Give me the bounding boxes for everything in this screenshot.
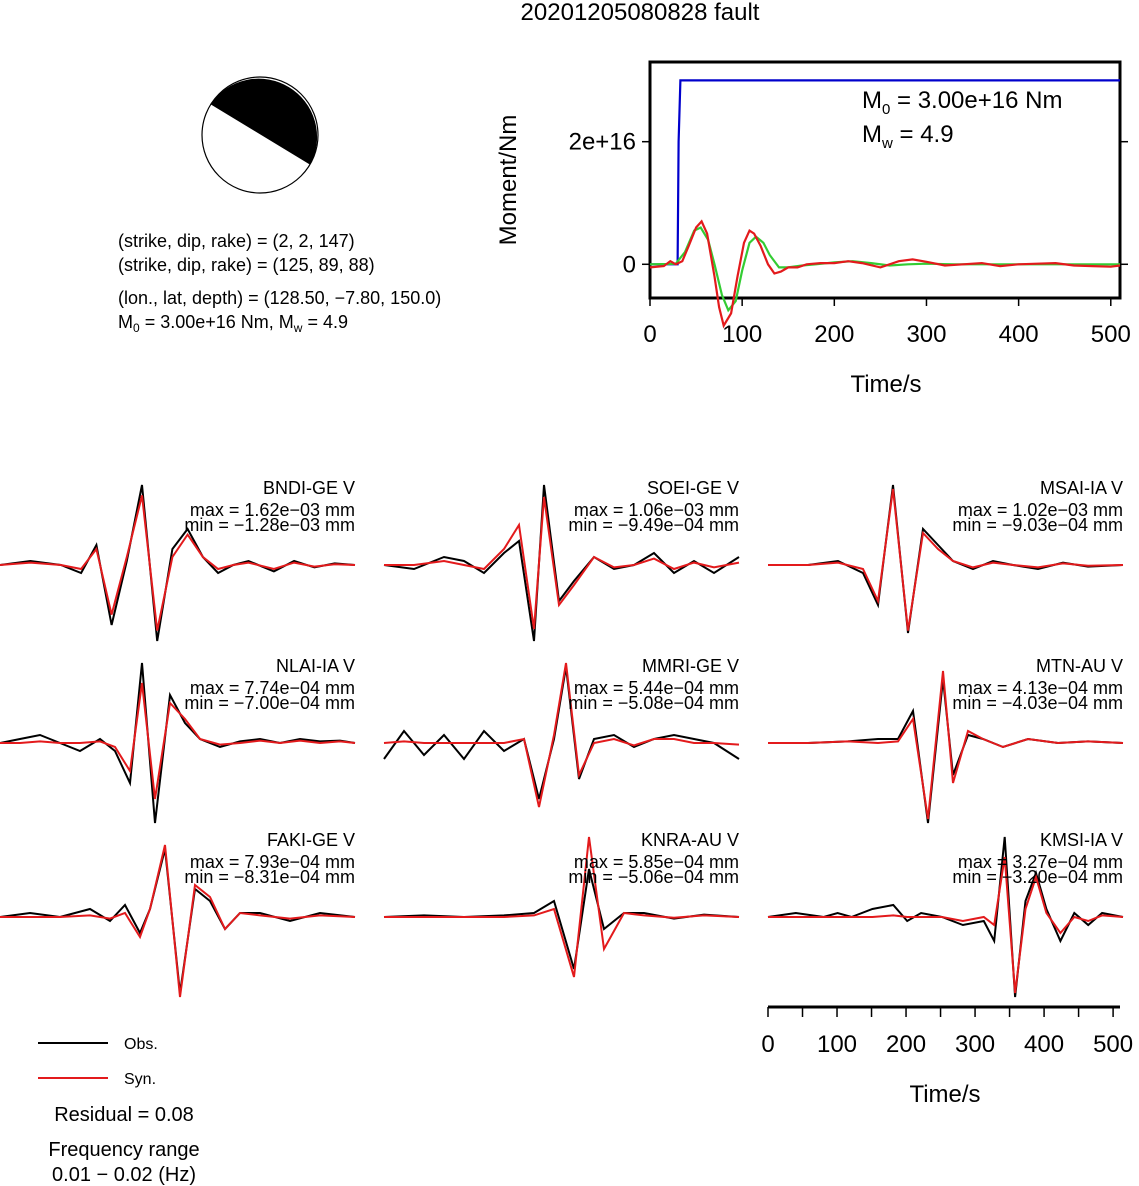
mechanism-line-3: (lon., lat, depth) = (128.50, −7.80, 150…: [118, 288, 441, 308]
moment-chart-ylabel: Moment/Nm: [495, 115, 522, 246]
trace-min-label: min = −5.08e−04 mm: [568, 693, 739, 713]
moment-series-stf: [649, 226, 1120, 313]
moment-xtick-label-0: 0: [643, 321, 656, 348]
legend: Obs. Syn.: [38, 1036, 158, 1088]
trace-min-label: min = −5.06e−04 mm: [568, 867, 739, 887]
trace-obs: [767, 836, 1124, 998]
trace-station-label: SOEI-GE V: [647, 478, 739, 498]
frequency-range-value: 0.01 − 0.02 (Hz): [52, 1164, 196, 1186]
mechanism-magnitude: M0 = 3.00e+16 Nm, Mw = 4.9: [118, 312, 348, 335]
trace-syn: [0, 682, 356, 800]
trace-min-label: min = −3.20e−04 mm: [952, 867, 1123, 887]
trace-min-label: min = −4.03e−04 mm: [952, 693, 1123, 713]
trace-obs: [0, 662, 356, 824]
moment-annotation-m0: M0 = 3.00e+16 Nm: [862, 87, 1062, 118]
trace-min-label: min = −9.03e−04 mm: [952, 515, 1123, 535]
figure-title: 20201205080828 fault: [521, 0, 760, 26]
trace-station-label: NLAI-IA V: [276, 656, 355, 676]
moment-xtick-label-3: 300: [906, 321, 946, 348]
trace-syn: [768, 856, 1124, 994]
waveform-time-label: Time/s: [909, 1081, 980, 1108]
moment-xtick-label-2: 200: [814, 321, 854, 348]
trace-station-label: KNRA-AU V: [641, 830, 739, 850]
trace-syn: [0, 495, 356, 631]
moment-ytick-label-1: 2e+16: [569, 129, 636, 156]
moment-chart: 0 2e+16 0 100 200 300 400 500 Moment/Nm Time/s…: [495, 60, 1131, 398]
trace-max-label: max = 5.85e−04 mm: [574, 852, 739, 872]
waveform-xtick-label-4: 400: [1024, 1031, 1064, 1058]
trace-min-label: min = −9.49e−04 mm: [568, 515, 739, 535]
trace-min-label: min = −7.00e−04 mm: [184, 693, 355, 713]
trace-station-label: MTN-AU V: [1036, 656, 1123, 676]
moment-series-waveform: [649, 219, 1121, 329]
mechanism-line-2: (strike, dip, rake) = (125, 89, 88): [118, 255, 375, 275]
trace-max-label: max = 1.02e−03 mm: [958, 500, 1123, 520]
mechanism-line-1: (strike, dip, rake) = (2, 2, 147): [118, 231, 355, 251]
moment-ytick-label-0: 0: [623, 251, 636, 278]
trace-max-label: max = 7.93e−04 mm: [190, 852, 355, 872]
moment-chart-plot: [649, 79, 1121, 329]
waveform-xtick-label-1: 100: [817, 1031, 857, 1058]
legend-obs-label: Obs.: [124, 1036, 158, 1053]
legend-syn-label: Syn.: [124, 1071, 156, 1088]
trace-min-label: min = −8.31e−04 mm: [184, 867, 355, 887]
trace-max-label: max = 5.44e−04 mm: [574, 678, 739, 698]
waveform-xtick-label-0: 0: [761, 1031, 774, 1058]
trace-max-label: max = 4.13e−04 mm: [958, 678, 1123, 698]
trace-syn: [384, 496, 740, 630]
moment-xtick-label-1: 100: [722, 321, 762, 348]
trace-min-label: min = −1.28e−03 mm: [184, 515, 355, 535]
moment-chart-xlabel: Time/s: [850, 371, 921, 398]
trace-max-label: max = 3.27e−04 mm: [958, 852, 1123, 872]
moment-annotation-mw: Mw = 4.9: [862, 121, 954, 152]
moment-chart-x-axis: 0 100 200 300 400 500: [643, 298, 1131, 348]
trace-station-label: FAKI-GE V: [267, 830, 355, 850]
trace-syn: [768, 488, 1124, 631]
moment-xtick-label-5: 500: [1091, 321, 1131, 348]
trace-station-label: MSAI-IA V: [1040, 478, 1123, 498]
trace-station-label: KMSI-IA V: [1040, 830, 1123, 850]
moment-xtick-label-4: 400: [999, 321, 1039, 348]
trace-syn: [383, 662, 740, 808]
moment-chart-y-axis: 0 2e+16: [569, 129, 1128, 278]
trace-syn: [768, 670, 1124, 820]
trace-max-label: max = 7.74e−04 mm: [190, 678, 355, 698]
trace-syn: [0, 844, 356, 998]
trace-station-label: BNDI-GE V: [263, 478, 355, 498]
waveform-xtick-label-3: 300: [955, 1031, 995, 1058]
beachball: [201, 76, 319, 194]
trace-max-label: max = 1.62e−03 mm: [190, 500, 355, 520]
moment-chart-frame: [648, 60, 1122, 300]
trace-max-label: max = 1.06e−03 mm: [574, 500, 739, 520]
frequency-range-title: Frequency range: [48, 1139, 199, 1161]
trace-station-label: MMRI-GE V: [642, 656, 739, 676]
trace-syn: [384, 836, 740, 978]
waveform-time-axis: 0 100 200 300 400 500: [761, 1005, 1133, 1058]
residual-text: Residual = 0.08: [54, 1104, 194, 1126]
waveform-xtick-label-2: 200: [886, 1031, 926, 1058]
waveform-xtick-label-5: 500: [1093, 1031, 1133, 1058]
